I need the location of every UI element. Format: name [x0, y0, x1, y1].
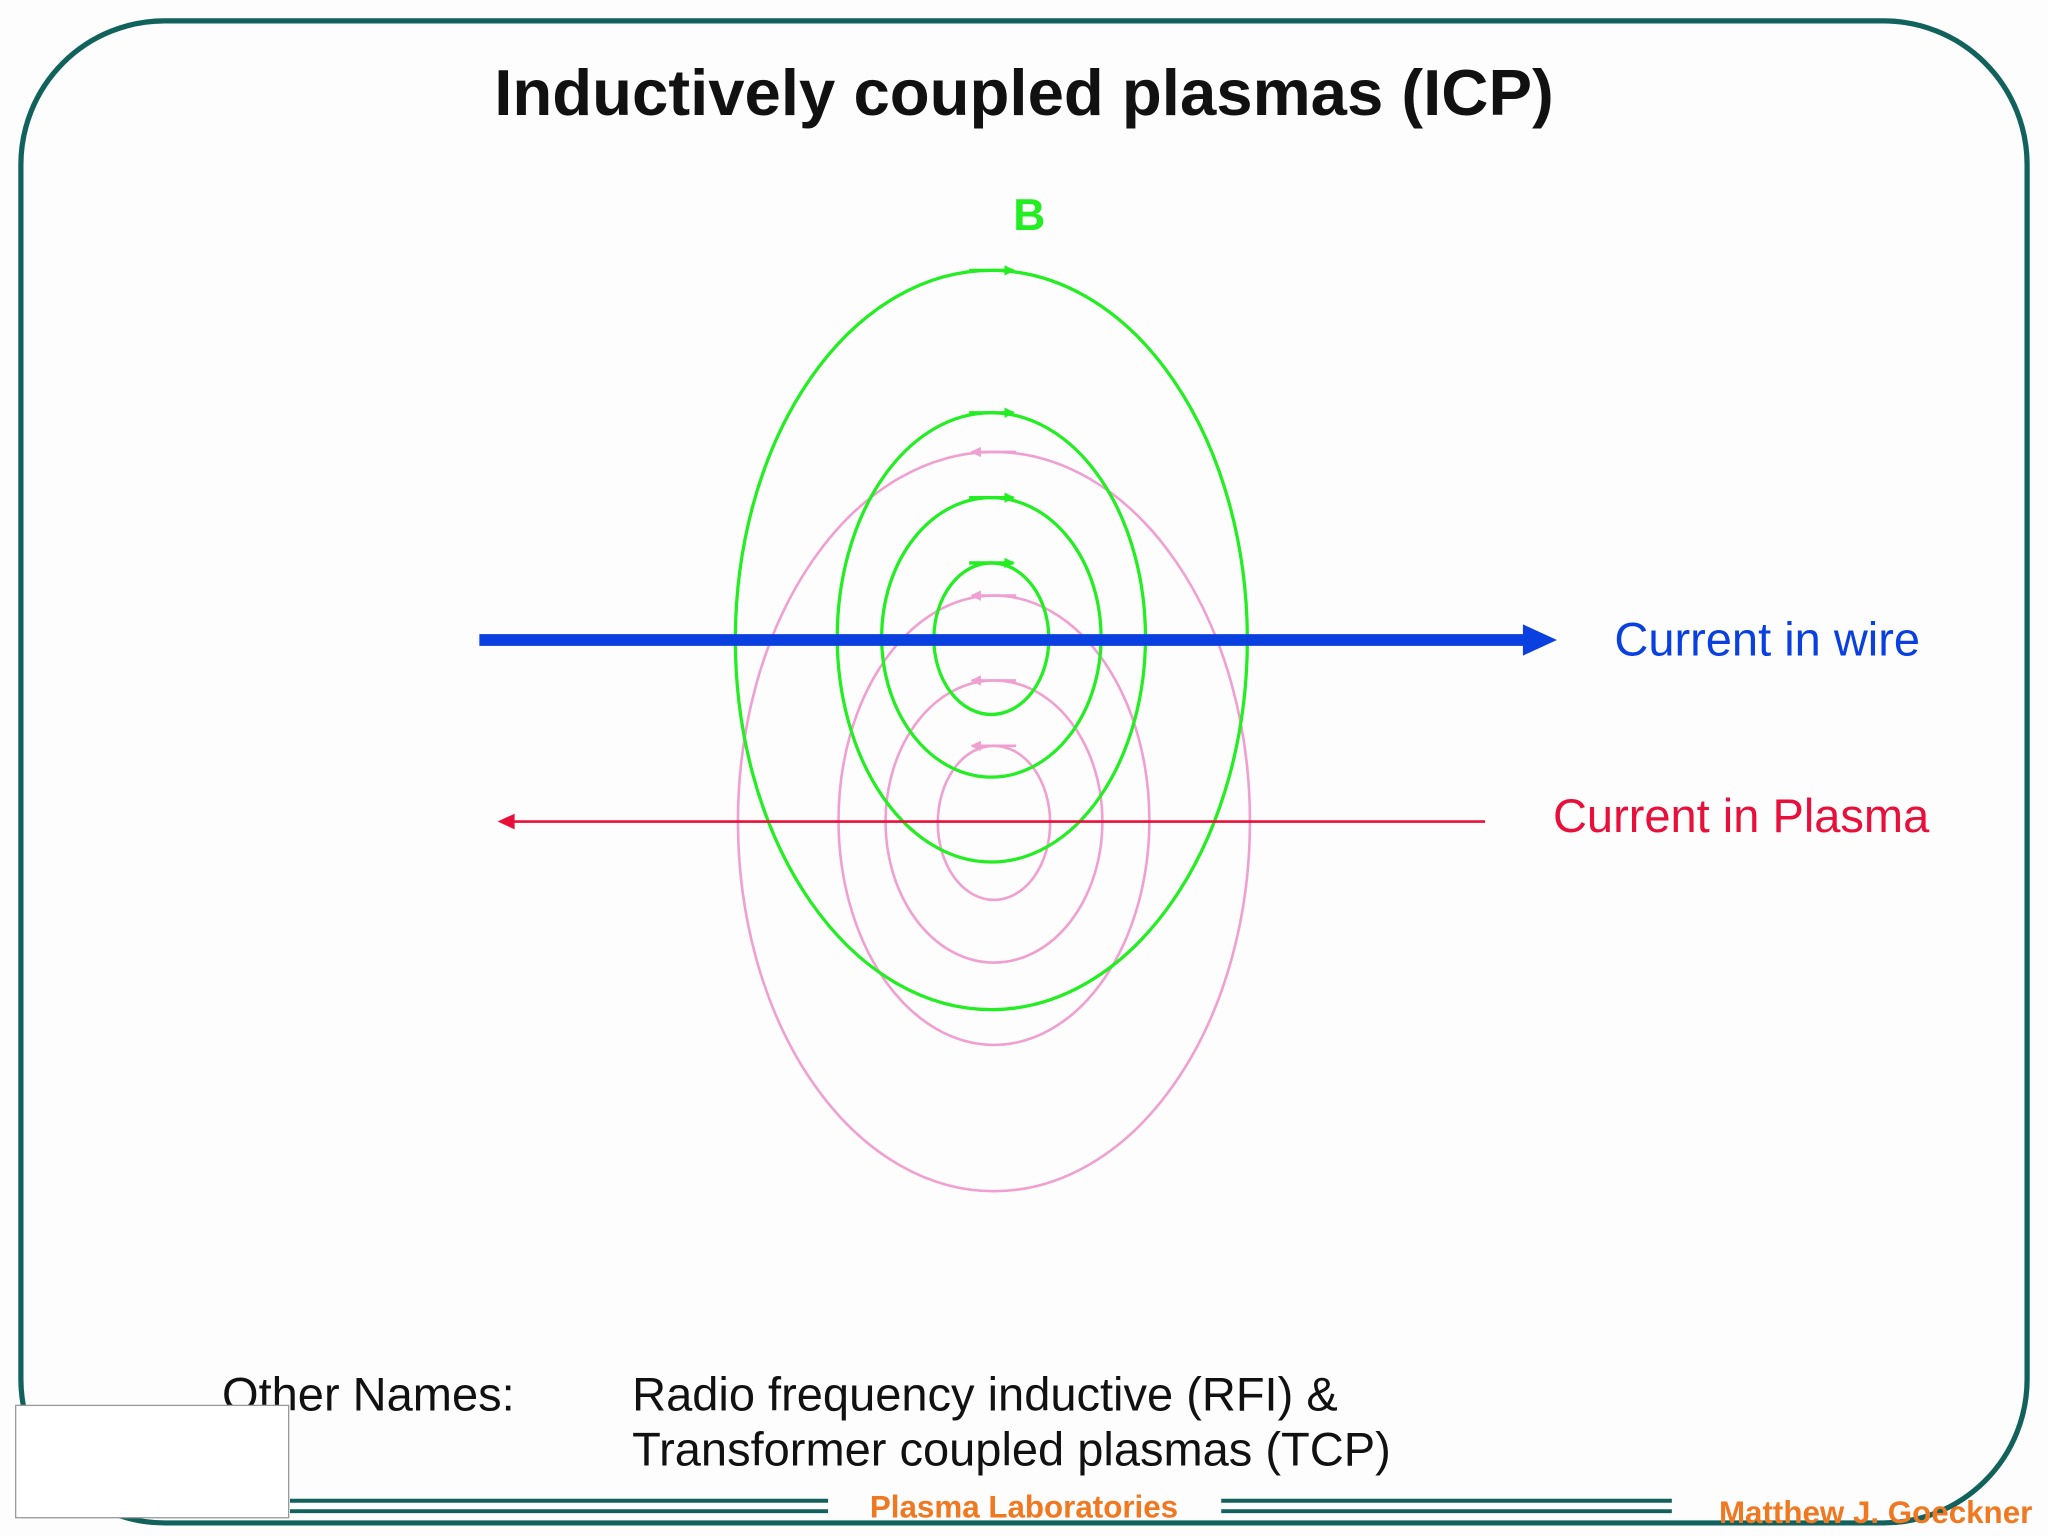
footer-center: Plasma Laboratories — [870, 1490, 1178, 1525]
wire-label: Current in wire — [1614, 613, 1920, 666]
other-names-line: Radio frequency inductive (RFI) & — [632, 1368, 1338, 1421]
field-label: B — [1013, 191, 1045, 240]
wire-arrowhead — [1522, 624, 1557, 656]
footer-rules — [289, 1498, 1672, 1514]
footer-author: Matthew J. Goeckner — [1719, 1495, 2032, 1530]
plasma-label: Current in Plasma — [1553, 789, 1930, 842]
plasma-arrowhead — [497, 813, 515, 830]
slide-title: Inductively coupled plasmas (ICP) — [494, 56, 1554, 129]
missing-image-box — [15, 1404, 290, 1519]
other-names-line: Transformer coupled plasmas (TCP) — [632, 1422, 1391, 1475]
slide-border — [18, 18, 2030, 1526]
